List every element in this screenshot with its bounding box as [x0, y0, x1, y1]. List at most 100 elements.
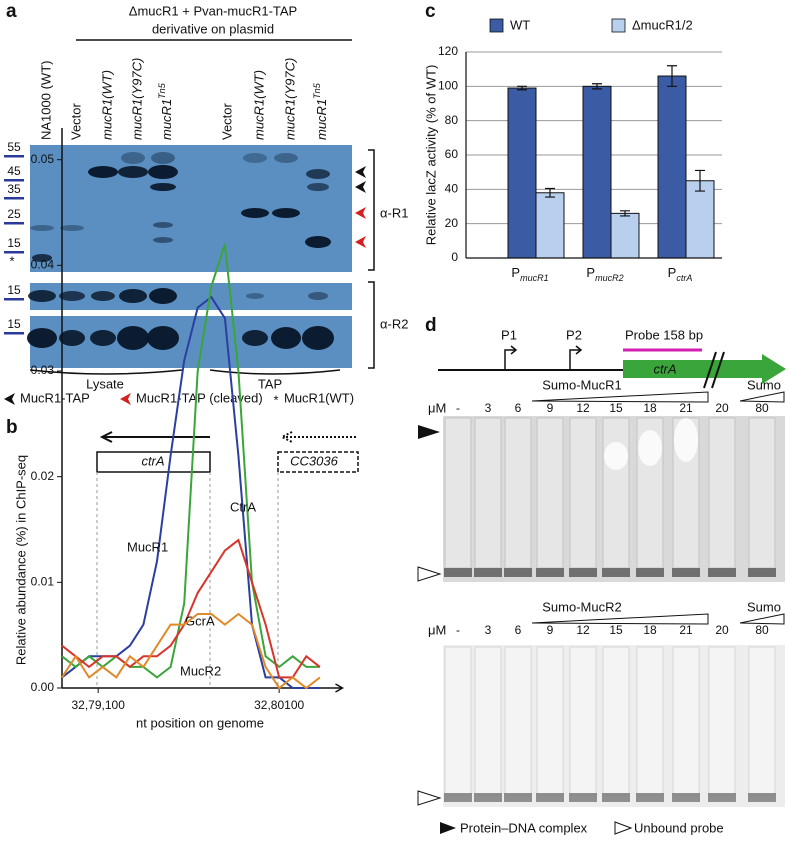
error-bar: [517, 85, 527, 91]
well: [708, 646, 736, 796]
concentration: 9: [547, 623, 554, 637]
probe-band: [569, 793, 597, 802]
well: [602, 646, 630, 796]
legend-swatch: [611, 18, 626, 33]
gene-label: CC3036: [290, 453, 338, 468]
band: [274, 153, 298, 163]
arrowhead: [417, 566, 442, 582]
probe-band: [672, 793, 700, 802]
legend-label: MucR1-TAP (cleaved): [136, 390, 263, 405]
series-label: MucR2: [180, 663, 221, 678]
probe-band: [708, 793, 736, 802]
text-part: mucR1: [314, 99, 329, 140]
lane-label: mucR1(WT): [251, 70, 266, 140]
y-tick-label: 0.04: [31, 258, 55, 272]
well: [636, 646, 664, 796]
y-tick-label: 0.05: [31, 152, 55, 166]
y-tick-label: 20: [445, 216, 459, 230]
marker-label: 15: [7, 317, 21, 331]
probe-band: [636, 793, 664, 802]
well: [748, 646, 776, 796]
text-part: mucR2: [595, 273, 624, 283]
marker-bar: [4, 222, 24, 225]
band: [90, 330, 116, 346]
gene-arrow: [623, 354, 786, 384]
band: [243, 153, 267, 163]
probe-band: [444, 568, 472, 577]
promoter-arrow: [504, 345, 518, 370]
band: [151, 152, 175, 164]
concentration: 3: [485, 623, 492, 637]
legend-symbol: [614, 821, 633, 835]
error-bar: [545, 187, 555, 198]
well: [474, 646, 502, 796]
gene-box: [277, 451, 359, 473]
error-bar: [592, 83, 602, 90]
concentration: 20: [715, 401, 729, 415]
y-tick-label: 80: [445, 113, 459, 127]
legend-label: ΔmucR1/2: [632, 17, 693, 32]
legend-label: WT: [510, 17, 530, 32]
text-part: Tn5: [157, 82, 167, 99]
probe-band: [444, 793, 472, 802]
y-axis-label: Relative lacZ activity (% of WT): [423, 65, 438, 246]
error-bar: [620, 210, 630, 217]
well: [536, 646, 564, 796]
concentration: 80: [755, 401, 769, 415]
text-part: mucR1: [159, 99, 174, 140]
band: [153, 237, 173, 243]
antibody: α-R2: [380, 316, 408, 331]
bar: [657, 75, 687, 259]
promoter-label: P1: [501, 327, 517, 342]
complex-band: [674, 418, 698, 462]
probe-band: [536, 568, 564, 577]
well: [504, 646, 532, 796]
band: [117, 326, 149, 350]
band: [148, 165, 178, 179]
promoter-arrow: [569, 345, 583, 370]
concentration: 12: [576, 623, 590, 637]
text-part: ctrA: [676, 273, 692, 283]
lane-label: Vector: [68, 102, 83, 140]
lane-label: mucR1(WT): [99, 70, 114, 140]
text-part: P: [668, 265, 677, 280]
lane-label: mucR1(Y97C): [282, 58, 297, 140]
marker-label: 15: [7, 283, 21, 297]
text-part: Tn5: [312, 82, 322, 99]
band: [118, 166, 148, 178]
legend-label: MucR1(WT): [284, 390, 354, 405]
probe-band: [504, 793, 532, 802]
concentration: 9: [547, 401, 554, 415]
arrowhead: [355, 236, 366, 248]
lane-label: mucR1(Y97C): [129, 58, 144, 140]
x-tick-label: PmucR1: [511, 265, 548, 283]
concentration: 20: [715, 623, 729, 637]
y-tick-label: 100: [438, 79, 458, 93]
probe-band: [708, 568, 736, 577]
concentration: 15: [609, 401, 623, 415]
probe-band: [474, 793, 502, 802]
y-tick-label: 0.00: [31, 680, 55, 694]
lane-label: mucR1Tn5: [312, 82, 329, 140]
x-tick-label: 32,79,100: [71, 698, 125, 712]
subheader: derivative on plasmid: [152, 21, 274, 36]
x-axis-label: nt position on genome: [136, 715, 264, 730]
marker-bar: [4, 251, 24, 254]
band: [121, 152, 145, 164]
marker-label: 55: [7, 140, 21, 154]
probe-band: [748, 568, 776, 577]
concentration: 3: [485, 401, 492, 415]
probe-band: [474, 568, 502, 577]
x-tick-label: PctrA: [668, 265, 693, 283]
band: [88, 166, 118, 178]
header: ΔmucR1 + Pvan-mucR1-TAP: [129, 3, 297, 18]
control-label: Sumo: [747, 599, 781, 614]
band: [28, 290, 56, 302]
bracket: [368, 149, 375, 271]
well: [748, 417, 776, 569]
arrowhead: [355, 166, 366, 178]
band: [149, 288, 177, 304]
arrowhead: [418, 425, 440, 439]
bar: [610, 212, 640, 259]
lane-label: Vector: [219, 102, 234, 140]
